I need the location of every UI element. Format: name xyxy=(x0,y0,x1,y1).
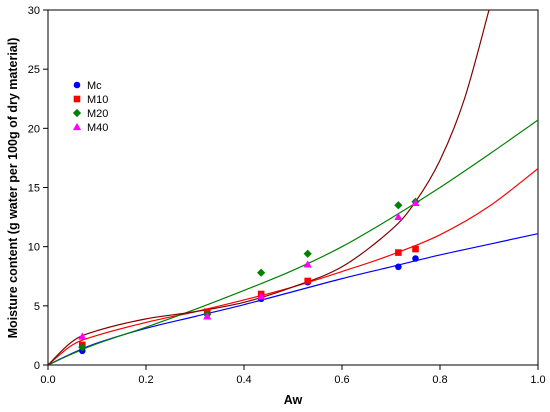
x-tick-label: 0.0 xyxy=(40,374,55,386)
fit-curve-m40 xyxy=(48,10,490,365)
data-point-m10 xyxy=(304,277,311,285)
fit-curve-m20 xyxy=(48,119,538,365)
legend-marker-m20 xyxy=(72,108,82,118)
x-tick-label: 1.0 xyxy=(530,374,545,386)
x-tick-label: 0.2 xyxy=(138,374,153,386)
y-axis-title: Moisture content (g water per 100g of dr… xyxy=(6,38,20,339)
data-point-m40 xyxy=(303,260,312,268)
x-tick-label: 0.4 xyxy=(236,374,251,386)
data-point-m20 xyxy=(257,268,266,277)
data-point-m40 xyxy=(78,332,87,340)
x-axis-title: Aw xyxy=(284,393,303,407)
legend-marker-m10 xyxy=(73,95,81,103)
fit-curve-mc xyxy=(48,233,538,365)
y-tick-label: 0 xyxy=(34,360,40,372)
y-tick-label: 15 xyxy=(28,183,40,195)
x-tick-label: 0.6 xyxy=(334,374,349,386)
data-point-m40 xyxy=(203,312,212,320)
data-point-m40 xyxy=(394,212,403,221)
plot-border xyxy=(47,9,539,366)
legend-marker-mc xyxy=(73,81,81,89)
x-tick-label: 0.8 xyxy=(432,374,447,386)
data-point-mc xyxy=(412,255,419,262)
y-tick-label: 10 xyxy=(28,242,40,254)
y-tick-label: 5 xyxy=(34,301,40,313)
data-point-m20 xyxy=(78,343,87,352)
data-point-m10 xyxy=(412,245,419,253)
data-point-m20 xyxy=(394,201,403,210)
y-tick-label: 25 xyxy=(28,64,40,76)
legend-label-m10: M10 xyxy=(87,94,108,106)
legend-marker-m40 xyxy=(72,122,82,131)
x-axis: 0.0 0.2 0.4 0.6 0.8 1.0 xyxy=(40,365,546,386)
legend: Mc M10 M20 M40 xyxy=(72,80,108,134)
fit-curve-m10 xyxy=(48,168,538,365)
data-point-m40 xyxy=(411,198,420,206)
data-point-m40 xyxy=(257,292,266,300)
plot-area xyxy=(47,9,539,366)
y-tick-label: 30 xyxy=(28,5,40,17)
data-point-mc xyxy=(395,263,402,271)
data-point-m20 xyxy=(303,249,312,258)
legend-label-m20: M20 xyxy=(87,108,108,120)
legend-label-mc: Mc xyxy=(87,80,102,92)
data-point-m10 xyxy=(395,249,402,256)
data-points xyxy=(78,197,420,355)
y-axis: 0 5 10 15 20 25 30 xyxy=(28,5,48,372)
legend-label-m40: M40 xyxy=(87,122,108,134)
fit-curves xyxy=(48,10,538,365)
y-tick-label: 20 xyxy=(28,123,40,135)
